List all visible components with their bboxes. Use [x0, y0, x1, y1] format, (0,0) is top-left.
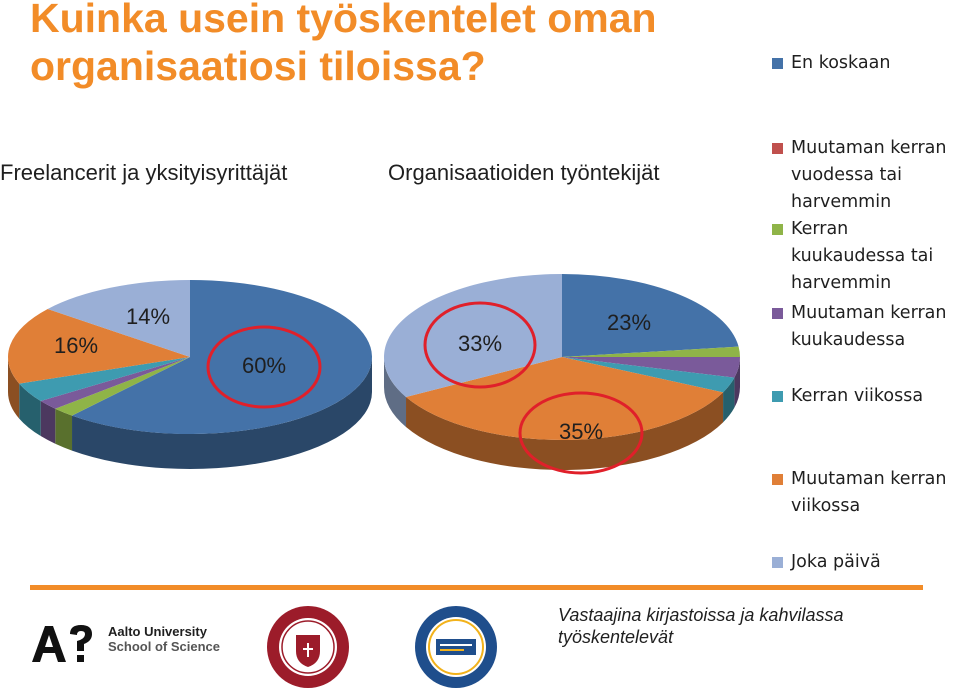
- legend-swatch: [772, 143, 783, 154]
- page-title: Kuinka usein työskentelet oman organisaa…: [30, 0, 657, 89]
- legend-swatch: [772, 557, 783, 568]
- data-label: 33%: [458, 331, 502, 356]
- pie-side-wall: [723, 377, 735, 423]
- respondents-caption: Vastaajina kirjastoissa ja kahvilassa ty…: [558, 605, 844, 647]
- highlight-ring: [423, 301, 537, 389]
- pie-side-wall: [734, 357, 740, 408]
- legend-item-en-koskaan: En koskaan: [772, 50, 959, 77]
- aalto-name: Aalto University: [108, 624, 207, 639]
- pie-slice-0-2: [55, 357, 190, 416]
- pie-side-wall: [406, 392, 724, 470]
- legend-swatch: [772, 391, 783, 402]
- legend-label: En koskaan: [791, 53, 891, 73]
- legend-swatch: [772, 58, 783, 69]
- pie-side-wall: [40, 401, 56, 444]
- pie-side-wall: [8, 357, 20, 419]
- legend-label: Muutaman kerran viikossa: [791, 469, 947, 516]
- chart-title-employees: Organisaatioiden työntekijät: [388, 160, 660, 185]
- data-label: 35%: [559, 419, 603, 444]
- legend-item-vuodessa: Muutaman kerran vuodessa tai harvemmin: [772, 135, 959, 216]
- legend-item-muutaman-kuukaudessa: Muutaman kerran kuukaudessa: [772, 300, 959, 354]
- pie-slice-1-3: [562, 357, 740, 378]
- legend-swatch: [772, 308, 783, 319]
- legend-label: Muutaman kerran kuukaudessa: [791, 303, 947, 350]
- data-label: 60%: [242, 353, 286, 378]
- highlight-ring: [518, 391, 644, 475]
- pie-side-wall: [72, 357, 372, 469]
- data-label: 16%: [54, 333, 98, 358]
- aalto-logo-icon: [32, 625, 92, 662]
- pie-slice-1-0: [562, 274, 739, 357]
- pie-slice-0-0: [72, 280, 373, 435]
- pie-side-wall: [384, 357, 407, 427]
- aalto-school: School of Science: [108, 639, 220, 654]
- data-label: 14%: [126, 304, 170, 329]
- ucsb-communication-seal-icon: [415, 606, 497, 688]
- pie-slice-1-2: [562, 346, 740, 357]
- pie-slice-1-4: [562, 357, 735, 393]
- pie-side-wall: [55, 408, 73, 451]
- pie-side-wall: [19, 383, 41, 437]
- legend-item-joka-paiva: Joka päivä: [772, 549, 959, 576]
- legend-item-kerran-viikossa: Kerran viikossa: [772, 383, 959, 410]
- santa-clara-seal-icon: [267, 606, 349, 688]
- legend-label: Joka päivä: [791, 552, 881, 572]
- pie-slice-0-6: [47, 280, 191, 357]
- chart-title-freelancers: Freelancerit ja yksityisyrittäjät: [0, 160, 288, 185]
- legend-label: Kerran viikossa: [791, 386, 924, 406]
- legend-swatch: [772, 224, 783, 235]
- highlight-ring: [206, 325, 322, 409]
- legend-item-muutaman-viikossa: Muutaman kerran viikossa: [772, 466, 959, 520]
- legend-label: Kerran kuukaudessa tai harvemmin: [791, 219, 934, 293]
- pie-slice-1-5: [406, 357, 724, 441]
- pie-slice-0-5: [8, 308, 191, 384]
- pie-slice-1-6: [384, 274, 562, 397]
- data-label: 23%: [607, 310, 651, 335]
- pie-slice-0-3: [40, 357, 190, 409]
- legend-item-kerran-kuukaudessa: Kerran kuukaudessa tai harvemmin: [772, 216, 959, 297]
- legend-swatch: [772, 474, 783, 485]
- footer-divider: [30, 585, 923, 590]
- pie-slice-0-4: [19, 357, 191, 402]
- legend-label: Muutaman kerran vuodessa tai harvemmin: [791, 138, 947, 212]
- aalto-wordmark: Aalto University School of Science: [108, 624, 220, 654]
